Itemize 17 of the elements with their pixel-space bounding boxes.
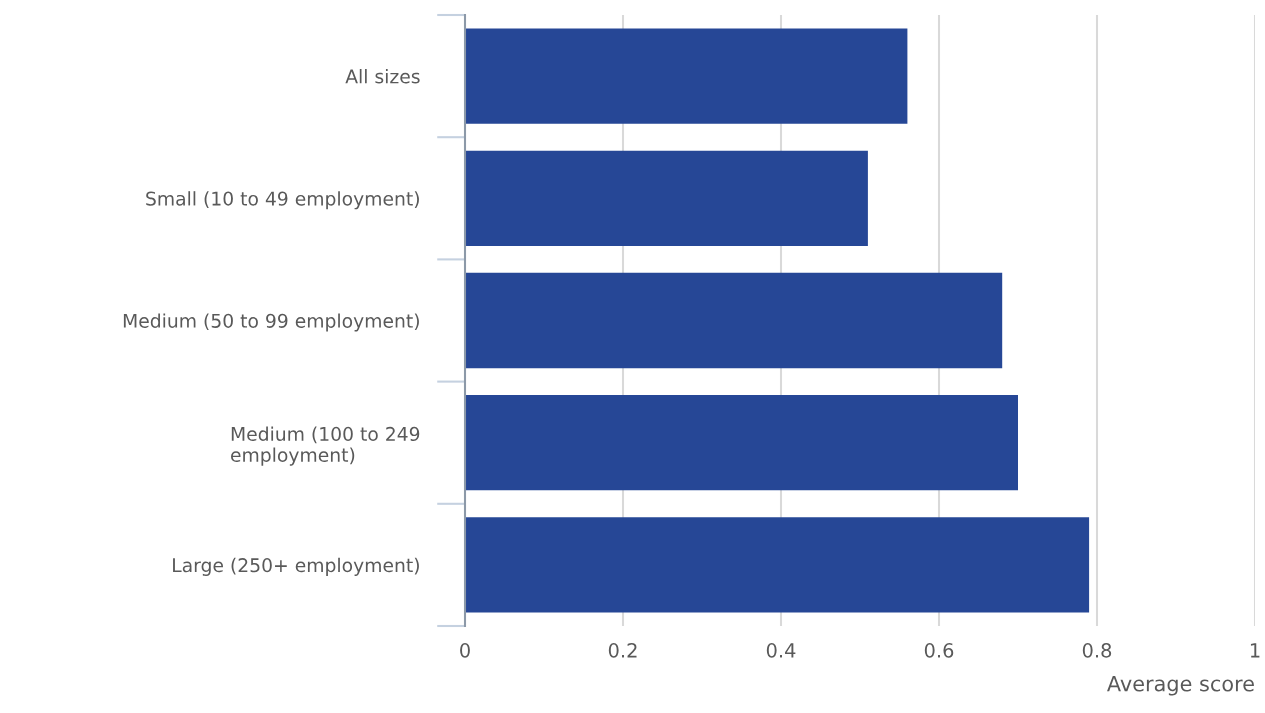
- x-axis-title: Average score: [1107, 676, 1254, 696]
- x-tick-label: 0.4: [766, 643, 796, 658]
- bar: [465, 395, 1018, 491]
- bar: [465, 150, 868, 246]
- y-tick-label: Medium (50 to 99 employment): [123, 313, 419, 332]
- bar: [465, 272, 1003, 369]
- y-tick-label: Medium (100 to 249 employment): [231, 426, 420, 466]
- y-tick-label: Large (250+ employment): [173, 557, 419, 576]
- x-tick-label: 0.2: [608, 643, 637, 658]
- bar: [465, 28, 908, 124]
- x-tick-label: 0: [460, 643, 470, 658]
- x-tick-label: 0.8: [1082, 643, 1112, 658]
- x-tick-label: 1: [1250, 643, 1260, 658]
- x-tick-label: 0.6: [924, 643, 954, 658]
- bar: [465, 517, 1090, 613]
- y-tick-label: All sizes: [345, 68, 420, 84]
- y-tick-label: Small (10 to 49 employment): [146, 191, 419, 210]
